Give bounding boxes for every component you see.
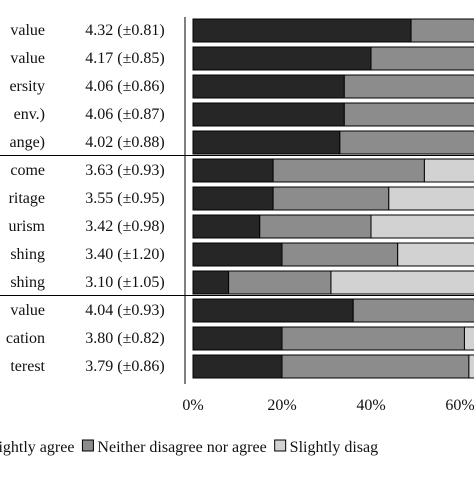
category-label: ange): [9, 134, 45, 151]
category-label: shing: [10, 274, 45, 291]
bar-segment-1-row-6: [192, 158, 274, 183]
bar-segment-2-row-4: [343, 102, 474, 127]
mean-value-label: 3.80 (±0.82): [85, 330, 164, 347]
x-tick-label: 0%: [182, 397, 203, 414]
bar-segment-3-row-7: [388, 186, 474, 211]
category-label: shing: [10, 246, 45, 263]
legend-swatch-2: [81, 439, 94, 452]
bar-segment-1-row-10: [192, 270, 230, 295]
mean-value-label: 4.17 (±0.85): [85, 50, 164, 67]
bar-segment-1-row-4: [192, 102, 345, 127]
category-label: value: [10, 22, 45, 39]
category-label: come: [10, 162, 45, 179]
bar-segment-2-row-9: [281, 242, 399, 267]
x-tick-label: 20%: [267, 397, 296, 414]
mean-value-label: 4.32 (±0.81): [85, 22, 164, 39]
bar-segment-3-row-9: [397, 242, 474, 267]
category-label: value: [10, 50, 45, 67]
bar-segment-2-row-11: [352, 298, 474, 323]
bar-segment-1-row-2: [192, 46, 372, 71]
category-label: terest: [10, 358, 45, 375]
category-label: cation: [6, 330, 45, 347]
bar-segment-1-row-13: [192, 354, 283, 379]
category-label: ersity: [9, 78, 45, 95]
mean-value-label: 4.02 (±0.88): [85, 134, 164, 151]
bar-segment-1-row-9: [192, 242, 283, 267]
mean-value-label: 3.10 (±1.05): [85, 274, 164, 291]
bar-segment-3-row-8: [370, 214, 474, 239]
legend-label-1: lightly agree: [0, 439, 74, 456]
bar-segment-1-row-5: [192, 130, 341, 155]
bar-segment-2-row-5: [339, 130, 474, 155]
bar-segment-2-row-10: [228, 270, 332, 295]
mean-value-label: 3.42 (±0.98): [85, 218, 164, 235]
bar-segment-2-row-12: [281, 326, 465, 351]
bar-segment-1-row-12: [192, 326, 283, 351]
mean-value-label: 4.04 (±0.93): [85, 302, 164, 319]
bar-segment-3-row-13: [468, 354, 474, 379]
category-label: env.): [14, 106, 45, 123]
legend-label-3: Slightly disag: [290, 439, 378, 456]
bar-segment-2-row-1: [410, 18, 474, 43]
x-tick-label: 60%: [445, 397, 474, 414]
bar-segment-2-row-8: [259, 214, 372, 239]
bar-segment-2-row-2: [370, 46, 474, 71]
bar-segment-2-row-7: [272, 186, 390, 211]
mean-value-label: 4.06 (±0.86): [85, 78, 164, 95]
bar-segment-1-row-7: [192, 186, 274, 211]
category-label: ritage: [9, 190, 45, 207]
legend-label-2: Neither disagree nor agree: [97, 439, 266, 456]
mean-value-label: 3.55 (±0.95): [85, 190, 164, 207]
bar-segment-2-row-13: [281, 354, 470, 379]
bar-segment-1-row-11: [192, 298, 354, 323]
category-label: value: [10, 302, 45, 319]
x-tick-label: 40%: [356, 397, 385, 414]
mean-value-label: 3.63 (±0.93): [85, 162, 164, 179]
mean-value-label: 3.79 (±0.86): [85, 358, 164, 375]
mean-value-label: 3.40 (±1.20): [85, 246, 164, 263]
category-label: urism: [9, 218, 46, 235]
bar-segment-2-row-6: [272, 158, 425, 183]
mean-value-label: 4.06 (±0.87): [85, 106, 164, 123]
bar-segment-1-row-1: [192, 18, 412, 43]
bar-segment-3-row-10: [330, 270, 474, 295]
bar-segment-1-row-8: [192, 214, 261, 239]
bar-segment-3-row-12: [463, 326, 474, 351]
legend-swatch-3: [274, 439, 287, 452]
bar-segment-1-row-3: [192, 74, 345, 99]
bar-segment-2-row-3: [343, 74, 474, 99]
bar-segment-3-row-6: [423, 158, 474, 183]
